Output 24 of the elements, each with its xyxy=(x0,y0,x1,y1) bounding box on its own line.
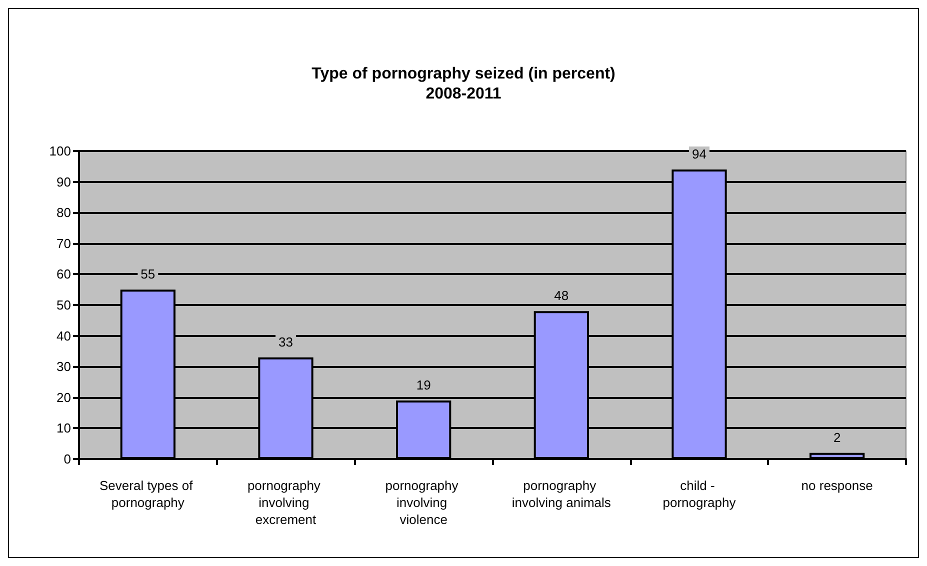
data-label: 2 xyxy=(833,430,841,445)
y-tick-label: 80 xyxy=(56,205,71,220)
y-tick-label: 0 xyxy=(64,452,71,466)
x-tick-label: pornography involving violence xyxy=(385,478,462,527)
data-label: 48 xyxy=(554,288,569,304)
y-tick-label: 100 xyxy=(49,144,71,158)
y-tick-label: 60 xyxy=(56,266,71,282)
data-label: 33 xyxy=(278,334,293,350)
data-label: 19 xyxy=(416,377,431,392)
x-tick-label: pornography involving excrement xyxy=(247,478,324,527)
y-tick-label: 10 xyxy=(56,420,71,436)
x-tick-label: no response xyxy=(801,478,873,493)
y-tick-label: 90 xyxy=(56,174,71,190)
x-tick-label: child - pornography xyxy=(662,478,736,510)
data-label: 94 xyxy=(692,146,706,162)
y-tick-label: 40 xyxy=(56,328,71,344)
y-tick-label: 50 xyxy=(56,298,71,312)
x-tick-label: Several types of pornography xyxy=(100,478,196,510)
data-label: 55 xyxy=(140,266,156,282)
y-tick-label: 70 xyxy=(56,236,71,251)
x-tick-label: pornography involving animals xyxy=(512,478,612,510)
y-tick-label: 20 xyxy=(56,390,71,405)
chart-title: Type of pornography seized (in percent) 2008-2011 xyxy=(312,66,616,102)
y-tick-label: 30 xyxy=(56,359,71,374)
